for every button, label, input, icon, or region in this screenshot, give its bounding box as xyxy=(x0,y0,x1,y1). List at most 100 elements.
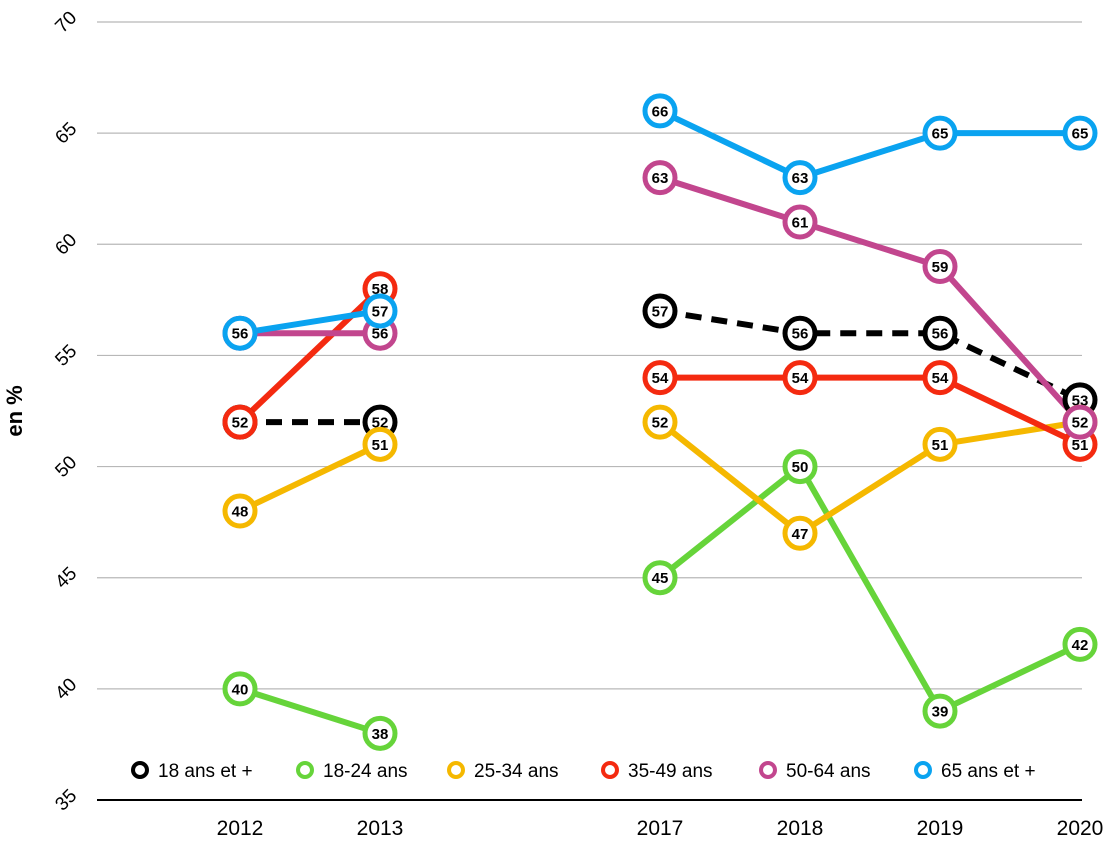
data-label: 40 xyxy=(232,681,249,698)
legend-item: 50-64 ans xyxy=(759,761,871,782)
data-point xyxy=(1062,404,1098,440)
data-label: 42 xyxy=(1072,637,1089,654)
y-tick-label: 40 xyxy=(51,674,81,704)
data-label: 56 xyxy=(932,326,949,343)
y-tick-label: 60 xyxy=(51,230,81,260)
series-line xyxy=(658,463,1082,715)
data-label: 39 xyxy=(932,704,949,721)
data-label: 51 xyxy=(372,437,389,454)
data-label: 54 xyxy=(932,370,949,387)
x-tick-label: 2020 xyxy=(1057,817,1104,840)
data-label: 52 xyxy=(652,415,669,432)
legend-marker xyxy=(447,761,465,779)
legend-label: 50-64 ans xyxy=(786,761,871,782)
legend-label: 25-34 ans xyxy=(474,761,559,782)
data-label: 65 xyxy=(1072,126,1089,143)
data-point xyxy=(1062,115,1098,151)
data-point xyxy=(222,671,258,707)
data-label: 38 xyxy=(372,726,389,743)
data-label: 61 xyxy=(792,215,809,232)
legend-marker xyxy=(914,761,932,779)
data-label: 56 xyxy=(372,326,389,343)
legend-marker xyxy=(601,761,619,779)
x-tick-label: 2013 xyxy=(357,817,404,840)
data-point xyxy=(922,360,958,396)
series-points: 5252575656534038455039424851524751525258… xyxy=(222,93,1098,751)
data-point xyxy=(922,249,958,285)
data-point xyxy=(1062,626,1098,662)
series-line xyxy=(239,685,381,737)
data-point xyxy=(782,360,818,396)
data-point xyxy=(782,449,818,485)
data-label: 65 xyxy=(932,126,949,143)
y-tick-label: 45 xyxy=(51,563,81,593)
series-line xyxy=(659,308,1082,403)
data-point xyxy=(642,404,678,440)
data-label: 56 xyxy=(232,326,249,343)
data-point xyxy=(922,315,958,351)
legend-item: 65 ans et + xyxy=(914,761,1036,782)
data-label: 52 xyxy=(232,415,249,432)
y-tick-label: 50 xyxy=(51,452,81,482)
y-axis-label: en % xyxy=(2,385,27,436)
legend-item: 35-49 ans xyxy=(601,761,713,782)
series-line xyxy=(238,441,382,514)
data-point xyxy=(922,426,958,462)
y-axis-ticks: 35 40 45 50 55 60 65 70 xyxy=(51,7,81,815)
data-point xyxy=(222,493,258,529)
data-label: 54 xyxy=(792,370,809,387)
data-point xyxy=(782,160,818,196)
data-label: 47 xyxy=(792,526,809,543)
data-label: 48 xyxy=(232,504,249,521)
y-tick-label: 35 xyxy=(51,785,81,815)
data-label: 51 xyxy=(1072,437,1089,454)
series-line xyxy=(660,374,1082,448)
x-tick-label: 2018 xyxy=(777,817,824,840)
x-tick-label: 2017 xyxy=(637,817,684,840)
legend-item: 25-34 ans xyxy=(447,761,559,782)
series-line xyxy=(237,286,383,425)
gridlines xyxy=(97,21,1082,801)
data-label: 50 xyxy=(792,459,809,476)
series-line xyxy=(239,308,381,337)
data-point xyxy=(642,360,678,396)
x-tick-label: 2019 xyxy=(917,817,964,840)
data-point xyxy=(782,315,818,351)
data-label: 57 xyxy=(372,303,389,320)
data-label: 66 xyxy=(652,103,669,120)
series-lines xyxy=(237,108,1083,737)
legend: 18 ans et + 18-24 ans 25-34 ans 35-49 ans 50… xyxy=(131,761,1036,782)
data-point xyxy=(642,160,678,196)
data-label: 54 xyxy=(652,370,669,387)
data-label: 51 xyxy=(932,437,949,454)
legend-marker xyxy=(296,761,314,779)
data-point xyxy=(922,115,958,151)
data-label: 45 xyxy=(652,570,669,587)
data-point xyxy=(362,426,398,462)
data-point xyxy=(782,515,818,551)
data-point xyxy=(642,560,678,596)
legend-label: 18 ans et + xyxy=(158,761,253,782)
data-point xyxy=(782,204,818,240)
y-tick-label: 65 xyxy=(51,119,81,149)
y-tick-label: 55 xyxy=(51,341,81,371)
legend-marker xyxy=(759,761,777,779)
legend-label: 18-24 ans xyxy=(323,761,408,782)
series-line xyxy=(658,419,1081,537)
data-point xyxy=(922,693,958,729)
x-axis-ticks: 2012 2013 2017 2018 2019 2020 xyxy=(217,817,1104,840)
data-point xyxy=(362,715,398,751)
legend-item: 18 ans et + xyxy=(131,761,253,782)
data-label: 63 xyxy=(652,170,669,187)
data-point xyxy=(222,404,258,440)
data-label: 56 xyxy=(792,326,809,343)
data-label: 59 xyxy=(932,259,949,276)
y-tick-label: 70 xyxy=(51,7,81,37)
legend-label: 65 ans et + xyxy=(941,761,1036,782)
x-tick-label: 2012 xyxy=(217,817,264,840)
legend-item: 18-24 ans xyxy=(296,761,408,782)
legend-marker xyxy=(131,761,149,779)
data-point xyxy=(362,293,398,329)
legend-label: 35-49 ans xyxy=(628,761,713,782)
